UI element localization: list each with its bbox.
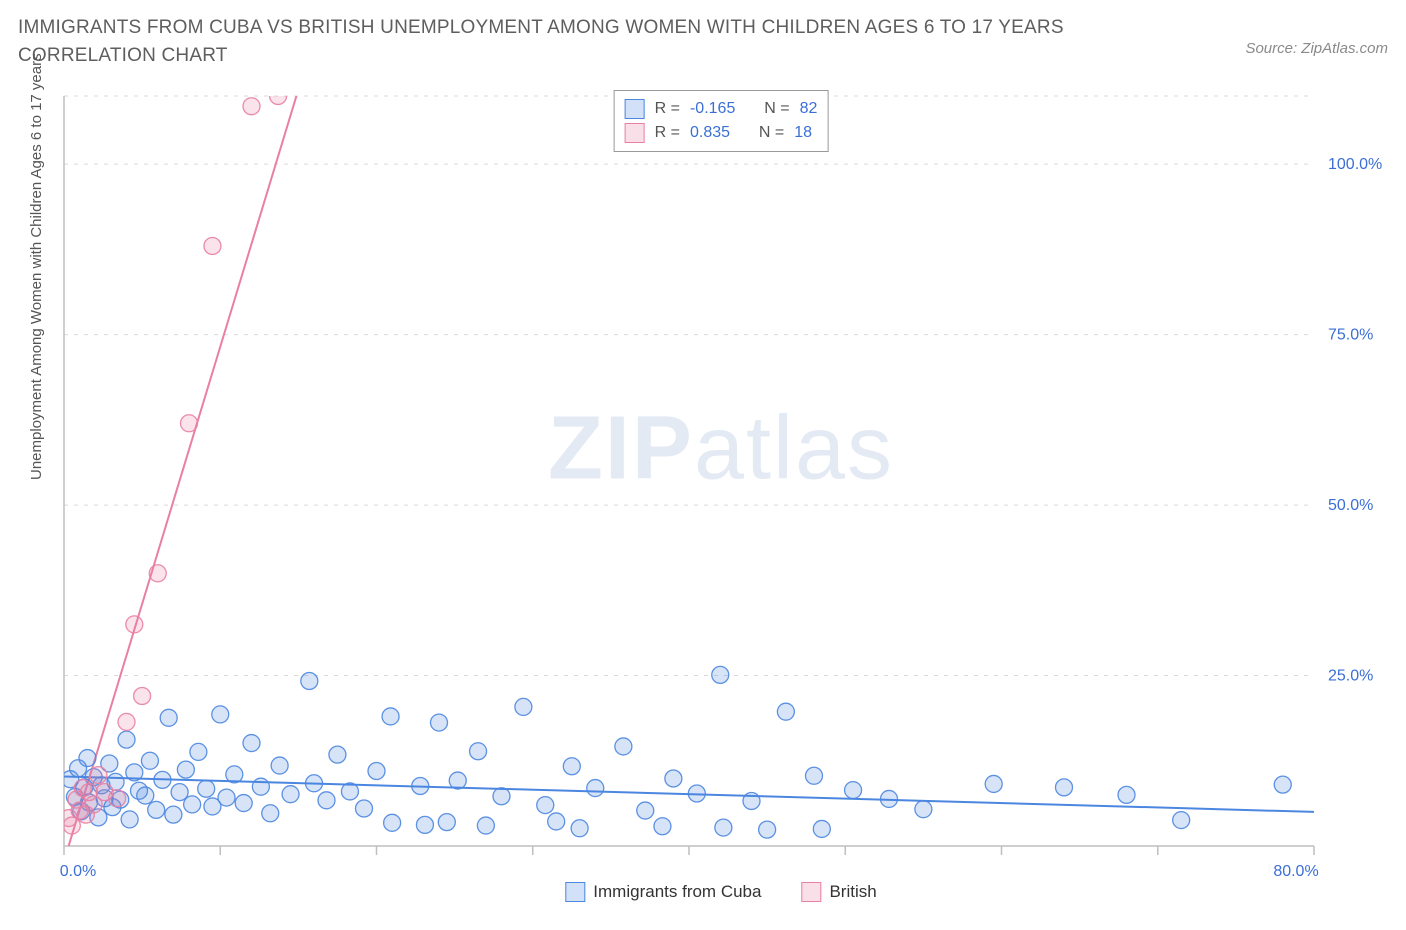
scatter-plot: ZIPatlas R = -0.165 N = 82 R = 0.835 N =… — [56, 90, 1386, 870]
r-value-cuba: -0.165 — [690, 97, 735, 121]
n-value-cuba: 82 — [800, 97, 818, 121]
swatch-cuba-icon — [565, 882, 585, 902]
swatch-british-icon — [801, 882, 821, 902]
n-label: N = — [759, 121, 784, 145]
swatch-british — [625, 123, 645, 143]
r-label: R = — [655, 97, 680, 121]
legend-item-cuba: Immigrants from Cuba — [565, 882, 761, 902]
svg-text:0.0%: 0.0% — [60, 863, 96, 880]
n-value-british: 18 — [794, 121, 812, 145]
svg-text:50.0%: 50.0% — [1328, 497, 1373, 514]
n-label: N = — [764, 97, 789, 121]
svg-text:75.0%: 75.0% — [1328, 327, 1373, 344]
legend-row-cuba: R = -0.165 N = 82 — [625, 97, 818, 121]
chart-title: IMMIGRANTS FROM CUBA VS BRITISH UNEMPLOY… — [18, 14, 1138, 69]
svg-text:25.0%: 25.0% — [1328, 668, 1373, 685]
legend-label-cuba: Immigrants from Cuba — [593, 882, 761, 902]
legend-item-british: British — [801, 882, 876, 902]
svg-text:100.0%: 100.0% — [1328, 156, 1382, 173]
y-axis-label: Unemployment Among Women with Children A… — [28, 53, 45, 480]
legend-label-british: British — [829, 882, 876, 902]
swatch-cuba — [625, 99, 645, 119]
chart-source: Source: ZipAtlas.com — [1245, 40, 1388, 57]
series-legend: Immigrants from Cuba British — [565, 882, 876, 902]
r-label: R = — [655, 121, 680, 145]
legend-row-british: R = 0.835 N = 18 — [625, 121, 818, 145]
correlation-legend: R = -0.165 N = 82 R = 0.835 N = 18 — [614, 90, 829, 152]
svg-text:80.0%: 80.0% — [1273, 863, 1318, 880]
plot-svg: 25.0%50.0%75.0%100.0%0.0%80.0% — [56, 90, 1386, 870]
r-value-british: 0.835 — [690, 121, 730, 145]
